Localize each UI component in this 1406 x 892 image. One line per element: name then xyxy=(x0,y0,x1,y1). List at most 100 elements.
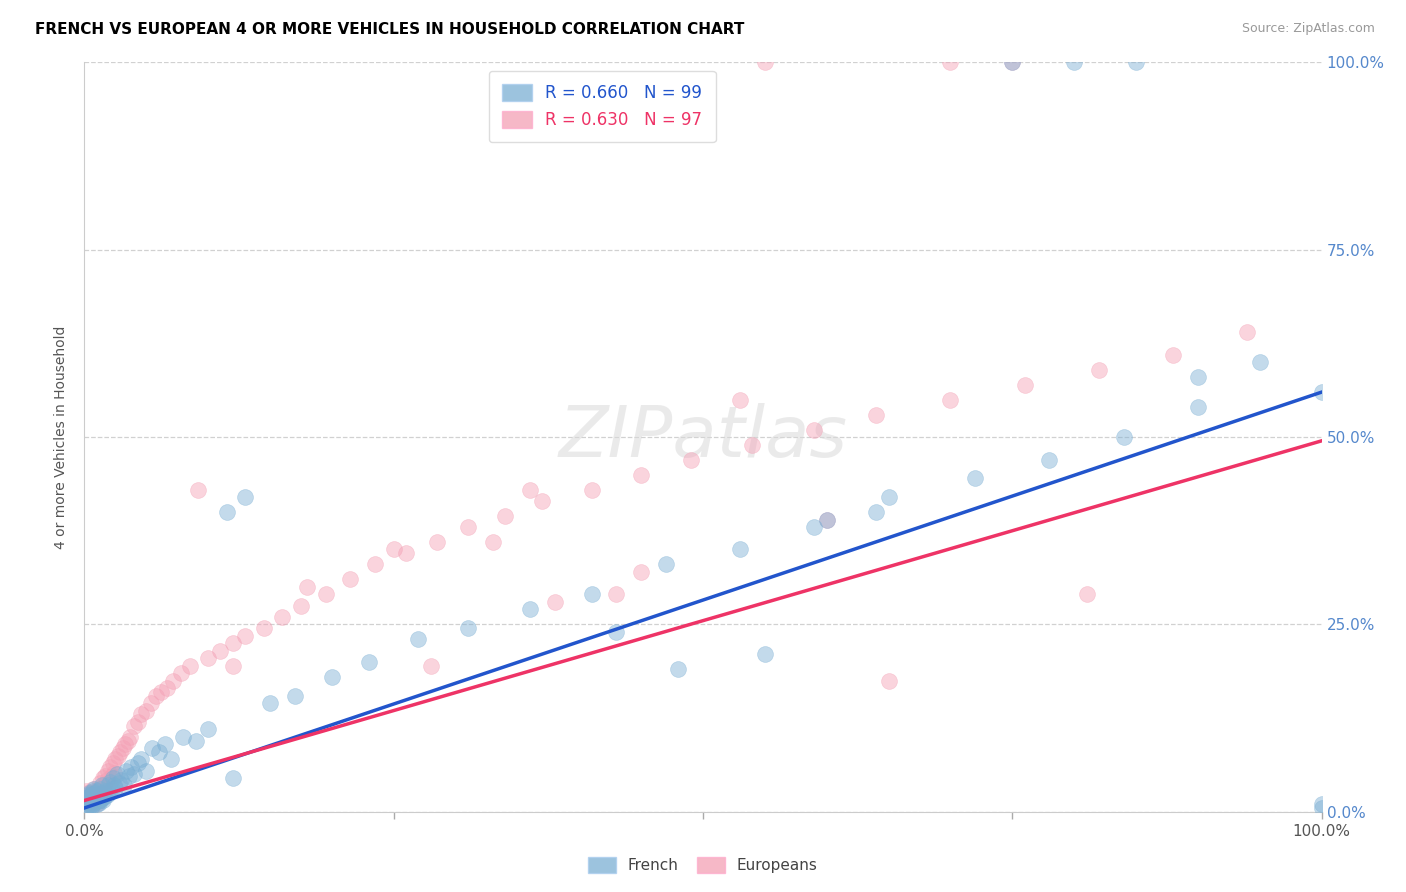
Point xyxy=(315,587,337,601)
Point xyxy=(865,505,887,519)
Point xyxy=(120,760,142,774)
Point xyxy=(79,791,101,805)
Point xyxy=(76,789,98,803)
Point xyxy=(83,786,105,800)
Point xyxy=(76,797,98,812)
Point xyxy=(271,610,294,624)
Point xyxy=(1187,400,1209,414)
Point xyxy=(253,621,276,635)
Point xyxy=(728,392,751,407)
Point xyxy=(148,745,170,759)
Point xyxy=(76,786,98,800)
Point xyxy=(179,658,201,673)
Point xyxy=(110,773,132,788)
Point xyxy=(581,483,603,497)
Point xyxy=(1001,55,1024,70)
Point xyxy=(89,787,111,801)
Point xyxy=(284,689,307,703)
Point xyxy=(1038,452,1060,467)
Text: Source: ZipAtlas.com: Source: ZipAtlas.com xyxy=(1241,22,1375,36)
Text: ZIPatlas: ZIPatlas xyxy=(558,402,848,472)
Point xyxy=(79,789,101,804)
Point xyxy=(295,580,318,594)
Point xyxy=(76,793,98,807)
Point xyxy=(666,662,689,676)
Point xyxy=(77,789,100,804)
Point xyxy=(141,741,163,756)
Point xyxy=(581,587,603,601)
Point xyxy=(865,408,887,422)
Point xyxy=(118,769,141,783)
Y-axis label: 4 or more Vehicles in Household: 4 or more Vehicles in Household xyxy=(55,326,69,549)
Point xyxy=(141,696,163,710)
Point xyxy=(91,771,114,785)
Point xyxy=(86,783,108,797)
Point xyxy=(80,796,103,810)
Point xyxy=(84,793,107,807)
Point xyxy=(104,752,127,766)
Point xyxy=(145,689,167,703)
Point xyxy=(117,733,139,747)
Point xyxy=(153,737,176,751)
Point xyxy=(98,774,121,789)
Point xyxy=(803,423,825,437)
Point xyxy=(215,505,238,519)
Point xyxy=(170,666,193,681)
Point xyxy=(80,789,103,803)
Point xyxy=(114,737,136,751)
Point xyxy=(101,771,124,785)
Point xyxy=(803,520,825,534)
Point xyxy=(100,782,122,797)
Point xyxy=(1187,370,1209,384)
Point xyxy=(82,791,104,805)
Point xyxy=(89,793,111,807)
Point xyxy=(481,535,503,549)
Point xyxy=(98,786,121,800)
Point xyxy=(357,655,380,669)
Point xyxy=(197,723,219,737)
Point xyxy=(395,546,418,560)
Point xyxy=(259,696,281,710)
Point xyxy=(156,681,179,695)
Point xyxy=(457,520,479,534)
Point xyxy=(519,602,541,616)
Point xyxy=(86,783,108,797)
Point xyxy=(77,789,100,803)
Point xyxy=(605,587,627,601)
Point xyxy=(89,780,111,795)
Point xyxy=(82,791,104,805)
Point xyxy=(77,794,100,808)
Point xyxy=(1249,355,1271,369)
Point xyxy=(79,793,101,807)
Point xyxy=(150,685,173,699)
Point xyxy=(86,796,108,810)
Point xyxy=(605,624,627,639)
Point xyxy=(77,796,100,810)
Point xyxy=(108,776,131,790)
Point xyxy=(127,756,149,770)
Point xyxy=(91,786,114,800)
Point xyxy=(89,786,111,800)
Point xyxy=(965,471,987,485)
Point xyxy=(79,787,101,801)
Point xyxy=(426,535,449,549)
Point xyxy=(222,771,245,785)
Point xyxy=(728,542,751,557)
Point xyxy=(233,629,256,643)
Point xyxy=(75,783,97,797)
Point xyxy=(79,793,101,807)
Point xyxy=(87,789,110,803)
Point xyxy=(96,789,118,803)
Point xyxy=(815,512,838,526)
Point xyxy=(87,794,110,808)
Point xyxy=(83,789,105,804)
Point xyxy=(160,752,183,766)
Point xyxy=(1076,587,1098,601)
Point xyxy=(1310,801,1333,815)
Point xyxy=(94,783,117,797)
Point xyxy=(104,780,127,795)
Point xyxy=(172,730,194,744)
Point xyxy=(76,793,98,807)
Point xyxy=(110,745,132,759)
Point xyxy=(877,490,900,504)
